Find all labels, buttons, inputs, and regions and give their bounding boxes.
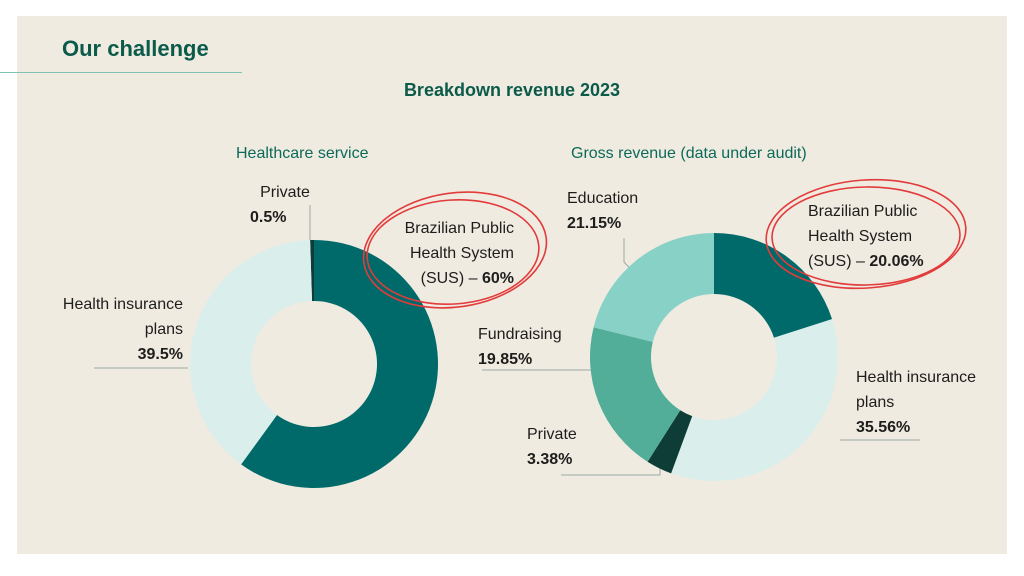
label-sus-1: Brazilian Public Health System (SUS) – 6… bbox=[404, 220, 514, 287]
label-fundraising-2: Fundraising 19.85% bbox=[478, 326, 562, 368]
label-education-2: Education 21.15% bbox=[567, 190, 639, 232]
label-health-1: Health insurance plans 39.5% bbox=[62, 296, 183, 363]
chart-title: Breakdown revenue 2023 bbox=[403, 80, 621, 100]
label-private-2: Private 3.38% bbox=[527, 426, 577, 468]
chart1-subtitle: Healthcare service bbox=[236, 145, 369, 162]
highlight-circle-sus-1 bbox=[362, 191, 548, 309]
label-sus-2: Brazilian Public Health System (SUS) – 2… bbox=[808, 203, 924, 270]
chart2-slice-health-insurance-plans bbox=[671, 319, 838, 481]
page-title: Our challenge bbox=[62, 36, 209, 61]
chart2-slice-education bbox=[593, 232, 714, 342]
title-underline bbox=[0, 72, 242, 73]
chart1-slice-brazilian-public-health-system-sus bbox=[241, 240, 438, 489]
slide-background bbox=[17, 16, 1007, 554]
chart2-slice-brazilian-public-health-system-sus bbox=[714, 233, 833, 338]
label-private-1: Private 0.5% bbox=[250, 184, 310, 226]
label-health-2: Health insurance plans 35.56% bbox=[856, 369, 977, 436]
chart2-slice-private bbox=[647, 410, 693, 474]
chart1-slice-health-insurance-plans bbox=[189, 240, 313, 465]
highlight-circle-sus-2 bbox=[765, 178, 967, 290]
chart2-slice-fundraising bbox=[590, 327, 681, 462]
chart1-slice-private bbox=[310, 240, 314, 302]
chart2-subtitle: Gross revenue (data under audit) bbox=[571, 145, 807, 162]
